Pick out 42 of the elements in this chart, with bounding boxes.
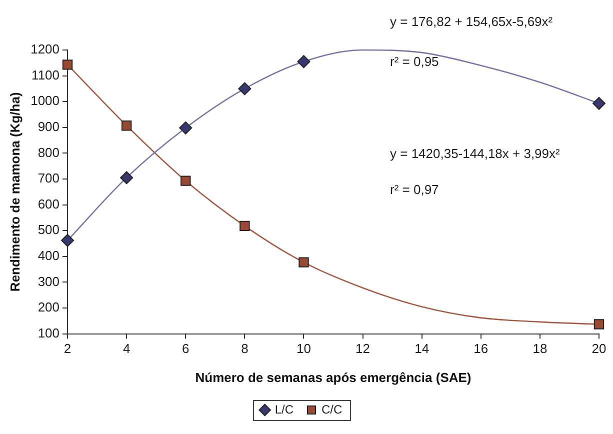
y-tick-label: 300 [38,274,60,289]
x-axis-title: Número de semanas após emergência (SAE) [195,370,472,385]
x-tick-label: 6 [182,341,190,356]
point [238,82,252,96]
x-tick-label: 4 [122,341,130,356]
point [240,220,250,232]
x-tick-label: 14 [414,341,430,356]
annotation: y = 1420,35-144,18x + 3,99x² [390,146,560,161]
point [297,55,310,68]
y-tick-label: 500 [38,222,60,238]
y-tick-label: 900 [38,118,60,134]
y-axis-title: Rendimento de mamona (Kg/ha) [7,92,22,292]
legend-label: L/C [274,402,294,416]
text: y = 176,82 + 154,65x-5,69x² [390,14,553,29]
point [62,60,73,70]
y-tick-label: 400 [38,248,60,263]
y-tick-label: 600 [38,196,60,212]
x-tick-label: 20 [592,341,606,356]
x-tick-label: 2 [64,341,72,356]
y-tick-label: 1200 [30,42,60,57]
point [180,176,191,186]
x-tick-label: 8 [241,341,248,356]
x-tick-label: 18 [532,341,548,356]
y-tick-label: 1100 [32,67,60,82]
point [120,171,134,184]
point [121,120,132,131]
y-tick-label: 700 [38,170,60,186]
legend-label: C/C [322,402,343,416]
point [594,319,604,330]
annotation: r² = 0,97 [390,182,439,197]
point [592,96,606,110]
y-tick-label: 200 [38,300,60,315]
point [179,121,192,134]
x-tick-label: 16 [474,341,488,356]
x-tick-label: 10 [296,341,311,356]
x-tick-label: 12 [356,341,370,356]
annotation: r² = 0,95 [390,54,439,69]
point [61,234,74,247]
y-tick-label: 1000 [30,93,60,108]
point [298,257,309,268]
y-tick-label: 800 [38,144,60,160]
y-tick-label: 100 [38,325,60,340]
